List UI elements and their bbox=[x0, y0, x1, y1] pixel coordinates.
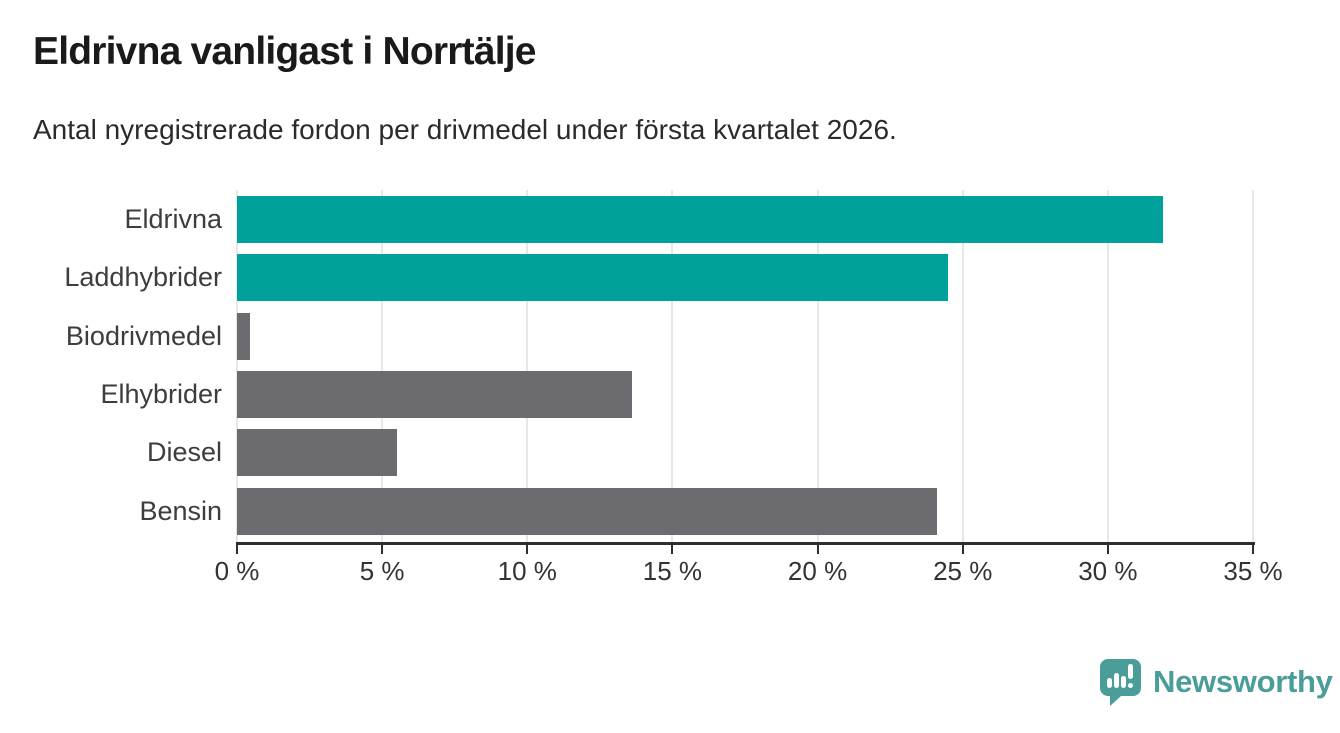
x-axis-tick bbox=[816, 545, 819, 554]
x-axis-tick-label: 20 % bbox=[787, 556, 848, 586]
gridline bbox=[526, 190, 529, 542]
bar-bensin bbox=[237, 487, 937, 535]
x-axis-tick-label: 5 % bbox=[359, 556, 405, 586]
brand-logo: Newsworthy bbox=[1098, 657, 1333, 707]
x-axis-line bbox=[236, 542, 1255, 545]
x-axis-tick-label: 0 % bbox=[214, 556, 260, 586]
x-axis-tick bbox=[671, 545, 674, 554]
gridline bbox=[671, 190, 674, 542]
gridline bbox=[1252, 190, 1254, 542]
category-label: Laddhybrider bbox=[64, 262, 222, 293]
x-axis-tick-label: 15 % bbox=[642, 556, 703, 586]
x-axis-tick-label: 35 % bbox=[1223, 556, 1283, 586]
x-axis-tick bbox=[236, 545, 238, 554]
newsworthy-logo-icon bbox=[1100, 659, 1141, 706]
bar-elhybrider bbox=[237, 370, 632, 418]
chart-title: Eldrivna vanligast i Norrtälje bbox=[33, 30, 536, 73]
gridline bbox=[961, 190, 964, 542]
chart-subtitle: Antal nyregistrerade fordon per drivmede… bbox=[33, 114, 897, 145]
x-axis-tick bbox=[526, 545, 529, 554]
category-label: Biodrivmedel bbox=[65, 320, 222, 351]
brand-name: Newsworthy bbox=[1153, 664, 1333, 699]
x-axis-tick bbox=[381, 545, 384, 554]
category-label: Diesel bbox=[146, 437, 222, 468]
gridline bbox=[236, 190, 238, 542]
x-axis-tick bbox=[1252, 545, 1254, 554]
category-label: Bensin bbox=[139, 495, 222, 526]
gridline bbox=[816, 190, 819, 542]
bar-biodrivmedel bbox=[237, 312, 251, 360]
category-label: Eldrivna bbox=[124, 204, 222, 234]
x-axis-tick-label: 30 % bbox=[1078, 556, 1138, 586]
gridline bbox=[381, 190, 384, 542]
x-axis-tick-label: 25 % bbox=[933, 556, 993, 586]
bar-diesel bbox=[237, 429, 397, 477]
x-axis-tick bbox=[1106, 545, 1109, 554]
gridline bbox=[1106, 190, 1109, 542]
x-axis-tick-label: 10 % bbox=[497, 556, 557, 586]
category-label: Elhybrider bbox=[100, 378, 222, 409]
bar-laddhybrider bbox=[237, 254, 949, 302]
x-axis-tick bbox=[961, 545, 964, 554]
bar-eldrivna bbox=[237, 196, 1163, 243]
